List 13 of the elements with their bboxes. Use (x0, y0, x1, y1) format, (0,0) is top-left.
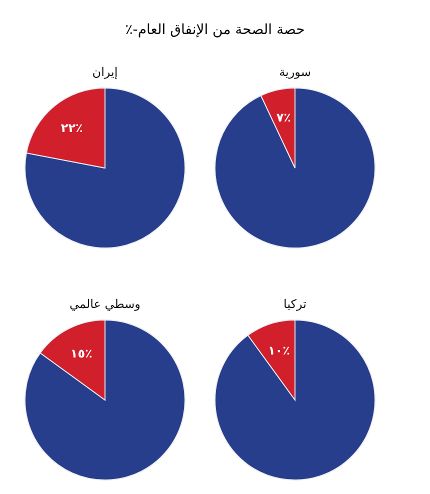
pie-slice (24, 88, 186, 248)
data-label: ١٥٪ (70, 346, 92, 361)
pie-slice (24, 320, 186, 480)
pie-slice (214, 320, 376, 480)
pie-slice (214, 88, 376, 248)
text: حصة الصحة من الإنفاق العام-٪ (124, 21, 306, 40)
data-label: ٢٢٪ (60, 120, 83, 135)
chart-title: إيران (92, 65, 118, 79)
data-label: ٧٪ (276, 110, 291, 124)
chart-title: تركيا (284, 297, 306, 311)
data-label: ١٠٪ (268, 344, 290, 358)
chart-title: وسطي عالمي (70, 297, 140, 311)
chart-title: سورية (279, 65, 311, 79)
